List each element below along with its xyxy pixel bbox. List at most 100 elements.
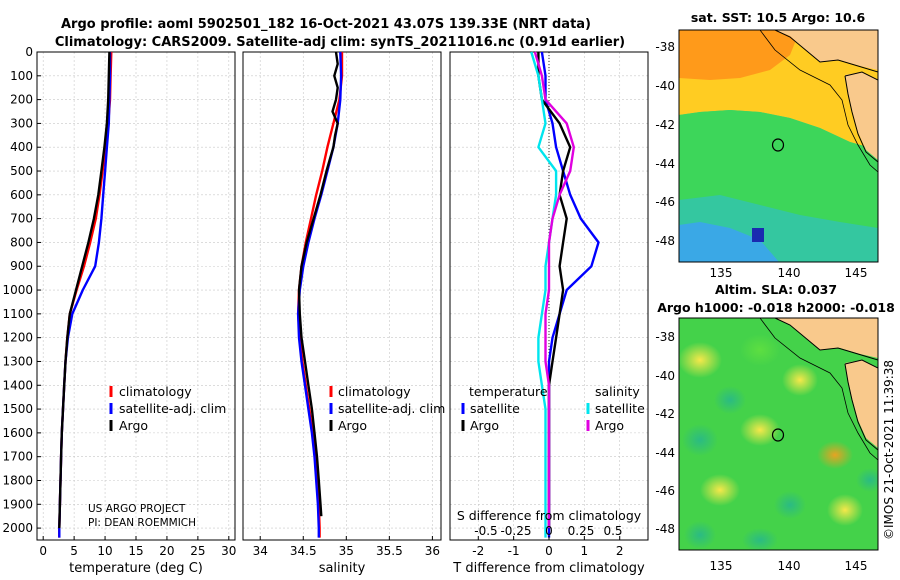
sla-map	[679, 318, 878, 550]
credit-line2: PI: DEAN ROEMMICH	[88, 517, 196, 529]
depth-tick-label: 600	[10, 188, 33, 202]
depth-tick-label: 1500	[2, 402, 33, 416]
sst-lat-tick: -44	[655, 157, 675, 171]
legend-climatology-label: climatology	[338, 384, 411, 399]
sla-contour	[759, 318, 878, 461]
temperature-xtick-label: 0	[39, 544, 47, 558]
difference-profile-axes: -2 -1 0 1 2 T difference from climatology	[449, 51, 649, 576]
difference-xtick-label: -2	[472, 544, 484, 558]
legend-t-title: temperature	[469, 384, 548, 399]
sla-blob	[740, 414, 780, 446]
temperature-profile-axes: 0 5 10 15 20 25 30 temperature (deg C)	[36, 51, 236, 576]
sla-lon-tick: 145	[845, 559, 868, 573]
difference-xtick-label: 0	[545, 544, 553, 558]
legend-argo-label: Argo	[338, 418, 367, 433]
legend-t-argo-label: Argo	[470, 418, 499, 433]
sla-map-title-line2: Argo h1000: -0.018 h2000: -0.018	[657, 300, 895, 315]
sst-lon-tick: 145	[845, 266, 868, 280]
s-tick: -0.25	[500, 524, 531, 538]
sla-map-frame	[678, 317, 879, 551]
sst-map-title: sat. SST: 10.5 Argo: 10.6	[691, 10, 866, 25]
figure-title-line2: Climatology: CARS2009. Satellite-adj cli…	[55, 35, 625, 50]
sla-blob	[827, 494, 863, 526]
salinity-legend: climatology satellite-adj. clim Argo	[329, 384, 445, 433]
temperature-xtick-label: 10	[97, 544, 112, 558]
salinity-xtick-label: 35	[339, 544, 354, 558]
depth-tick-label: 0	[25, 45, 33, 59]
salinity-xtick-label: 34.5	[290, 544, 317, 558]
difference-legend-salinity: salinity satellite Argo	[586, 384, 645, 433]
sla-map-title-line1: Altim. SLA: 0.037	[715, 282, 837, 297]
sst-lat-tick: -40	[655, 79, 675, 93]
sla-blob	[679, 342, 722, 378]
legend-s-argo-label: Argo	[595, 418, 624, 433]
s-difference-ticks: -0.5 -0.25 0 0.25 0.5	[474, 524, 622, 538]
depth-tick-label: 300	[10, 116, 33, 130]
s-tick: -0.5	[474, 524, 497, 538]
salinity-frame	[242, 51, 442, 541]
sla-lat-tick: -40	[655, 369, 675, 383]
depth-tick-label: 1800	[2, 473, 33, 487]
depth-tick-label: 1600	[2, 426, 33, 440]
sla-float-marker	[771, 428, 785, 442]
temperature-xtick-label: 5	[70, 544, 78, 558]
sla-lat-tick: -38	[655, 330, 675, 344]
difference-xtick-label: 1	[581, 544, 589, 558]
legend-s-title: salinity	[595, 384, 640, 399]
difference-legend-temperature: temperature satellite Argo	[461, 384, 548, 433]
depth-tick-label: 1900	[2, 497, 33, 511]
salinity-xlabel: salinity	[319, 561, 366, 576]
sla-lon-tick: 135	[710, 559, 733, 573]
sla-blob	[782, 364, 818, 396]
salinity-series-climatology	[296, 52, 344, 538]
legend-s-satellite-label: satellite	[595, 401, 645, 416]
sla-blob	[700, 474, 740, 506]
temperature-xlabel: temperature (deg C)	[69, 561, 203, 576]
sst-float-marker	[771, 138, 785, 152]
salinity-series-satellite-adj-clim	[296, 51, 343, 538]
sla-land	[845, 360, 878, 448]
difference-xlabel: T difference from climatology	[452, 561, 645, 576]
sla-lat-tick: -44	[655, 446, 675, 460]
depth-tick-label: 1300	[2, 354, 33, 368]
sst-lon-tick: 140	[778, 266, 801, 280]
depth-tick-label: 1000	[2, 283, 33, 297]
sla-lon-tick: 140	[778, 559, 801, 573]
credit-line1: US ARGO PROJECT	[88, 503, 186, 515]
sla-coastline	[844, 359, 878, 451]
legend-satellite-label: satellite-adj. clim	[338, 401, 445, 416]
sst-lat-tick: -48	[655, 234, 675, 248]
difference-series-t-satellite	[540, 51, 600, 538]
salinity-profile-axes: 34 34.5 35 35.5 36 salinity	[242, 51, 442, 576]
sla-blob	[817, 441, 853, 469]
legend-climatology-label: climatology	[119, 384, 192, 399]
sla-blob	[856, 468, 878, 492]
salinity-series-argo	[297, 51, 339, 517]
sla-blob	[740, 334, 780, 366]
depth-tick-label: 700	[10, 212, 33, 226]
depth-tick-label: 1100	[2, 307, 33, 321]
temperature-series-climatology	[58, 51, 113, 538]
sst-contour	[759, 30, 878, 173]
sst-land	[775, 30, 878, 70]
sla-blob	[682, 424, 718, 456]
salinity-xtick-label: 35.5	[376, 544, 403, 558]
depth-tick-label: 1200	[2, 331, 33, 345]
temperature-xtick-label: 25	[190, 544, 205, 558]
s-difference-label: S difference from climatology	[457, 508, 642, 523]
sst-land	[845, 72, 878, 160]
temperature-xtick-label: 30	[221, 544, 236, 558]
sla-land	[775, 318, 878, 358]
sst-coastline	[774, 30, 878, 73]
sla-lat-tick: -48	[655, 522, 675, 536]
temperature-series-satellite-adj-clim	[58, 52, 112, 538]
figure-title-line1: Argo profile: aoml 5902501_182 16-Oct-20…	[61, 17, 591, 32]
depth-tick-label: 900	[10, 259, 33, 273]
depth-tick-label: 1400	[2, 378, 33, 392]
temperature-xtick-label: 20	[159, 544, 174, 558]
temperature-series-argo	[58, 51, 111, 529]
s-tick: 0	[545, 524, 553, 538]
sla-lat-tick: -42	[655, 407, 675, 421]
sst-map-ticks: -38 -40 -42 -44 -46 -48 135 140 145	[655, 40, 867, 280]
